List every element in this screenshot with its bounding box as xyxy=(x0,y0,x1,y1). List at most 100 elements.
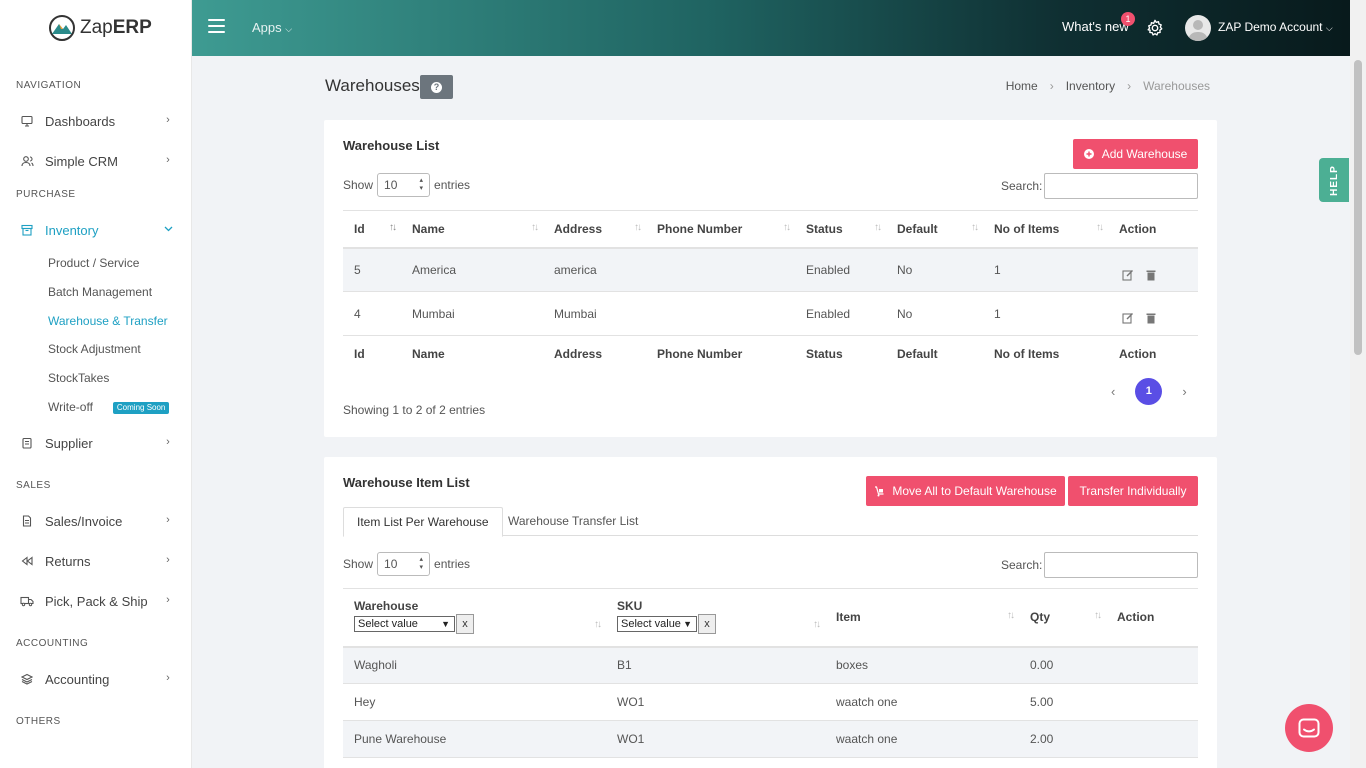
cell-action xyxy=(1108,292,1198,336)
hamburger-menu-icon[interactable] xyxy=(208,19,225,33)
sidebar-item-inventory[interactable]: Inventory xyxy=(0,215,191,245)
trash-icon[interactable] xyxy=(1145,312,1157,324)
sidebar-item-sales-invoice[interactable]: Sales/Invoice › xyxy=(0,506,191,536)
chat-launcher-button[interactable] xyxy=(1285,704,1333,752)
footer-action: Action xyxy=(1119,346,1157,361)
sku-filter-clear[interactable]: x xyxy=(698,614,716,634)
pagination-prev[interactable]: ‹ xyxy=(1111,384,1116,399)
tab-item-list-per-warehouse[interactable]: Item List Per Warehouse xyxy=(343,507,503,537)
nav-section-sales: SALES xyxy=(16,480,51,491)
card-title: Warehouse Item List xyxy=(343,475,470,490)
scrollbar-thumb[interactable] xyxy=(1354,60,1362,355)
sidebar-subitem-batch-management[interactable]: Batch Management xyxy=(48,285,153,299)
cell-sku: WO1 xyxy=(617,695,645,709)
cell-default: No xyxy=(897,306,913,321)
breadcrumb: Home › Inventory › Warehouses xyxy=(1000,79,1216,93)
column-header-qty[interactable]: Qty ↑↓ xyxy=(1030,610,1102,625)
search-input[interactable] xyxy=(1044,552,1198,578)
plus-circle-icon xyxy=(1083,149,1094,159)
sidebar-subitem-write-off[interactable]: Write-off Coming Soon xyxy=(48,397,170,417)
avatar[interactable] xyxy=(1185,15,1211,41)
whats-new-link[interactable]: What's new xyxy=(1062,19,1129,34)
logo[interactable]: ZapERP xyxy=(0,0,191,56)
sidebar-item-returns[interactable]: Returns › xyxy=(0,546,191,576)
cell-status: Enabled xyxy=(806,262,851,277)
column-header-default[interactable]: Default ↑↓ xyxy=(897,221,979,236)
table-header-row: Warehouse Select valuex ↑↓ SKU Select va… xyxy=(343,588,1198,647)
sku-filter-select[interactable]: Select value xyxy=(617,616,697,633)
notification-badge: 1 xyxy=(1121,12,1135,26)
cell-qty: 2.00 xyxy=(1030,732,1054,746)
search-input[interactable] xyxy=(1044,173,1198,199)
nav-section-navigation: NAVIGATION xyxy=(16,80,82,91)
edit-icon[interactable] xyxy=(1122,312,1134,324)
column-header-id[interactable]: Id ↑↓ xyxy=(354,221,397,236)
column-header-phone[interactable]: Phone Number ↑↓ xyxy=(657,221,791,236)
page-title: Warehouses xyxy=(325,76,420,95)
user-avatar-icon xyxy=(1188,20,1208,41)
transfer-individually-button[interactable]: Transfer Individually xyxy=(1068,476,1198,506)
sidebar-item-simple-crm[interactable]: Simple CRM › xyxy=(0,146,191,176)
sidebar-subitem-product-service[interactable]: Product / Service xyxy=(48,256,140,270)
gear-icon[interactable] xyxy=(1146,19,1164,37)
topbar: Apps ⌵ What's new 1 ZAP Demo Account ⌵ xyxy=(192,0,1350,56)
column-header-sku[interactable]: SKU Select valuex ↑↓ xyxy=(606,589,825,647)
nav-section-purchase: PURCHASE xyxy=(16,189,76,200)
add-warehouse-button[interactable]: Add Warehouse xyxy=(1073,139,1198,169)
column-header-item[interactable]: Item ↑↓ xyxy=(836,610,1015,625)
chevron-right-icon: › xyxy=(166,594,170,606)
help-tab[interactable]: HELP xyxy=(1319,158,1349,202)
column-header-action: Action xyxy=(1117,610,1155,625)
cell-sku: WO1 xyxy=(617,732,645,746)
chevron-right-icon: › xyxy=(166,114,170,126)
chevron-right-icon: › xyxy=(166,554,170,566)
table-header-row: Id ↑↓ Name ↑↓ Address ↑↓ Phone Number ↑↓ Sta… xyxy=(343,210,1198,248)
cell-id: 5 xyxy=(354,262,361,277)
search-label: Search: xyxy=(1001,179,1043,193)
sidebar-subitem-stock-adjustment[interactable]: Stock Adjustment xyxy=(48,342,141,356)
page-scrollbar[interactable] xyxy=(1350,0,1366,768)
warehouse-filter-select[interactable]: Select value xyxy=(354,616,455,633)
sidebar-item-supplier[interactable]: Supplier › xyxy=(0,428,191,458)
cell-qty: 5.00 xyxy=(1030,695,1054,709)
cell-action xyxy=(1106,684,1198,721)
column-header-items[interactable]: No of Items ↑↓ xyxy=(994,221,1104,236)
table-row: Wagholi B1 boxes 0.00 xyxy=(343,646,1198,684)
column-header-name[interactable]: Name ↑↓ xyxy=(412,221,539,236)
footer-name: Name xyxy=(412,346,445,361)
breadcrumb-separator: › xyxy=(1049,79,1054,93)
sidebar-subitem-stocktakes[interactable]: StockTakes xyxy=(48,371,110,385)
cell-item: waatch one xyxy=(836,732,898,746)
page-help-button[interactable]: ? xyxy=(420,75,453,99)
cell-item: boxes xyxy=(836,658,869,673)
archive-icon xyxy=(20,223,34,237)
dolly-icon xyxy=(875,485,884,496)
account-dropdown[interactable]: ZAP Demo Account ⌵ xyxy=(1218,20,1333,34)
sidebar-item-dashboards[interactable]: Dashboards › xyxy=(0,106,191,136)
monitor-icon xyxy=(20,114,34,128)
sidebar-subitem-warehouse-transfer[interactable]: Warehouse & Transfer xyxy=(48,314,168,328)
column-header-address[interactable]: Address ↑↓ xyxy=(554,221,642,236)
chevron-right-icon: › xyxy=(166,672,170,684)
pagination-next[interactable]: › xyxy=(1182,384,1187,399)
pagination-current[interactable]: 1 xyxy=(1135,378,1163,405)
cell-action xyxy=(1106,721,1198,758)
cell-action xyxy=(1108,248,1198,292)
warehouse-filter-clear[interactable]: x xyxy=(456,614,474,634)
tab-warehouse-transfer-list[interactable]: Warehouse Transfer List xyxy=(508,514,639,528)
sidebar-item-accounting[interactable]: Accounting › xyxy=(0,664,191,694)
page-length-select[interactable]: 10 xyxy=(377,173,431,197)
apps-dropdown[interactable]: Apps ⌵ xyxy=(252,20,293,35)
trash-icon[interactable] xyxy=(1145,269,1157,281)
sidebar-item-label: Sales/Invoice xyxy=(45,513,123,529)
document-icon xyxy=(20,514,34,528)
breadcrumb-home[interactable]: Home xyxy=(1005,79,1038,93)
card-title: Warehouse List xyxy=(343,138,440,153)
column-header-warehouse[interactable]: Warehouse Select valuex ↑↓ xyxy=(343,589,606,647)
move-all-default-button[interactable]: Move All to Default Warehouse xyxy=(866,476,1065,506)
edit-icon[interactable] xyxy=(1122,269,1134,281)
breadcrumb-inventory[interactable]: Inventory xyxy=(1065,79,1116,93)
sidebar-item-pick-pack-ship[interactable]: Pick, Pack & Ship › xyxy=(0,586,191,616)
page-length-select[interactable]: 10 xyxy=(377,552,431,576)
column-header-status[interactable]: Status ↑↓ xyxy=(806,221,882,236)
